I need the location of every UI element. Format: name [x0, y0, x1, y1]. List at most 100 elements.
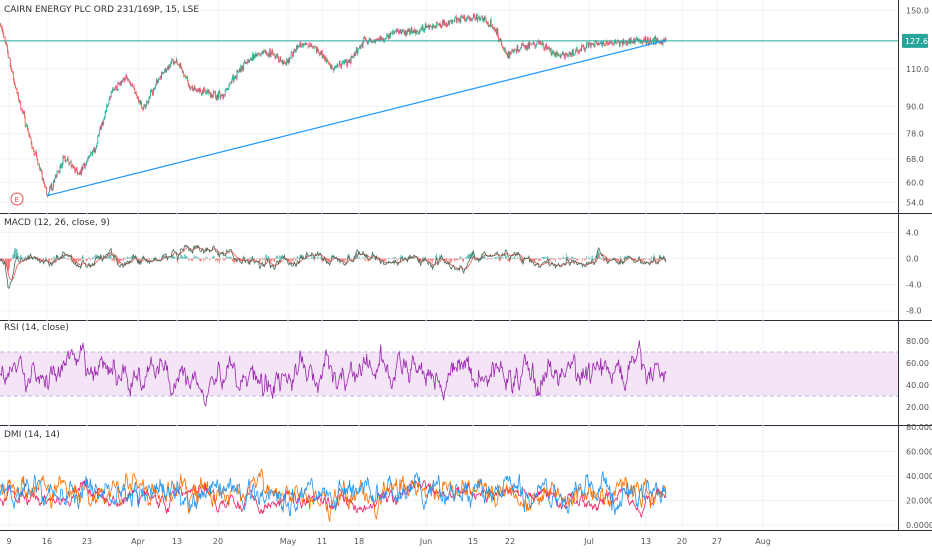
price-candle: [149, 98, 150, 102]
price-candle: [566, 53, 567, 54]
price-candle: [263, 52, 264, 53]
price-candle: [66, 160, 67, 161]
price-candle: [415, 30, 416, 34]
x-tick-label: 23: [82, 537, 92, 546]
price-candle: [59, 172, 60, 173]
price-candle: [561, 55, 562, 56]
price-candle: [439, 23, 440, 24]
price-candle: [552, 51, 553, 53]
price-candle: [519, 50, 520, 51]
price-candle: [582, 45, 583, 46]
price-candle: [452, 21, 453, 23]
dmi-plus-line: [0, 472, 666, 516]
price-tick-label: 90.0: [906, 102, 924, 111]
price-candle: [260, 54, 261, 56]
price-candle: [452, 21, 453, 22]
price-candle: [580, 49, 581, 51]
price-candle: [285, 63, 286, 64]
price-candle: [278, 58, 279, 62]
price-candle: [135, 92, 136, 94]
price-candle: [276, 56, 277, 57]
price-candle: [181, 67, 182, 69]
price-candle: [180, 64, 181, 67]
price-candle: [180, 64, 181, 67]
price-candle: [136, 92, 137, 96]
price-candle: [155, 85, 156, 87]
price-candle: [152, 91, 153, 95]
price-candle: [329, 63, 330, 64]
price-candle: [549, 48, 550, 50]
x-tick-label: 9: [6, 537, 11, 546]
price-candle: [30, 137, 31, 138]
price-candle: [420, 28, 421, 30]
price-tick-label: 78.0: [906, 129, 924, 138]
dmi-tick-label: 80.0000: [906, 423, 932, 432]
price-candle: [184, 75, 185, 76]
price-candle: [13, 73, 14, 80]
price-candle: [411, 28, 412, 33]
price-candle: [114, 89, 115, 90]
price-candle: [534, 42, 535, 44]
price-candle: [465, 20, 466, 21]
price-candle: [230, 83, 231, 84]
price-candle: [273, 53, 274, 54]
price-candle: [262, 52, 263, 53]
price-candle: [395, 31, 396, 32]
price-candle: [48, 192, 49, 195]
price-candle: [260, 54, 261, 56]
price-candle: [123, 78, 124, 79]
price-candle: [329, 63, 330, 65]
price-candle: [324, 57, 325, 60]
price-candle: [252, 54, 253, 61]
price-candle: [528, 43, 529, 45]
price-candle: [257, 53, 258, 56]
price-candle: [202, 90, 203, 95]
price-candle: [517, 45, 518, 50]
price-candle: [182, 69, 183, 72]
price-candle: [514, 49, 515, 50]
price-candle: [254, 56, 255, 59]
price-candle: [131, 85, 132, 86]
price-candle: [408, 30, 409, 32]
price-tick-label: 150.0: [906, 6, 929, 15]
price-candle: [477, 18, 478, 20]
price-candle: [493, 28, 494, 29]
price-candle: [277, 55, 278, 58]
price-candle: [486, 19, 487, 23]
price-candle: [455, 17, 456, 18]
price-candle: [385, 38, 386, 40]
price-candle: [74, 167, 75, 171]
price-candle: [60, 165, 61, 166]
price-candle: [370, 38, 371, 40]
price-candle: [359, 47, 360, 49]
price-candle: [377, 39, 378, 40]
price-candle: [438, 24, 439, 25]
price-candle: [123, 79, 124, 81]
price-candle: [241, 66, 242, 70]
price-candle: [283, 62, 284, 64]
price-candle: [503, 47, 504, 50]
price-candle: [419, 32, 420, 33]
price-candle: [107, 105, 108, 106]
price-candle: [114, 89, 115, 90]
macd-line: [0, 245, 666, 288]
price-candle: [75, 169, 76, 171]
price-candle: [108, 105, 109, 107]
price-candle: [27, 125, 28, 130]
price-candle: [150, 91, 151, 96]
price-candle: [206, 90, 207, 93]
price-candle: [134, 86, 135, 89]
price-candle: [20, 101, 21, 102]
price-candle: [513, 51, 514, 52]
price-candle: [445, 24, 446, 25]
price-candle: [279, 60, 280, 62]
price-candle: [588, 44, 589, 47]
price-candle: [594, 41, 595, 46]
price-candle: [574, 54, 575, 55]
price-candle: [613, 44, 614, 45]
price-candle: [269, 50, 270, 57]
price-candle: [377, 39, 378, 40]
price-candle: [240, 70, 241, 72]
price-candle: [584, 48, 585, 50]
price-candle: [216, 98, 217, 100]
